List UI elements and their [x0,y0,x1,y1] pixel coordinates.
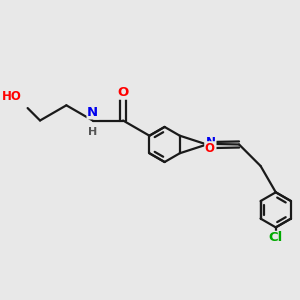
Text: N: N [87,106,98,119]
Text: HO: HO [2,89,22,103]
Text: O: O [205,142,215,155]
Text: N: N [206,136,216,149]
Text: H: H [88,127,97,137]
Text: O: O [118,86,129,99]
Text: Cl: Cl [269,231,283,244]
